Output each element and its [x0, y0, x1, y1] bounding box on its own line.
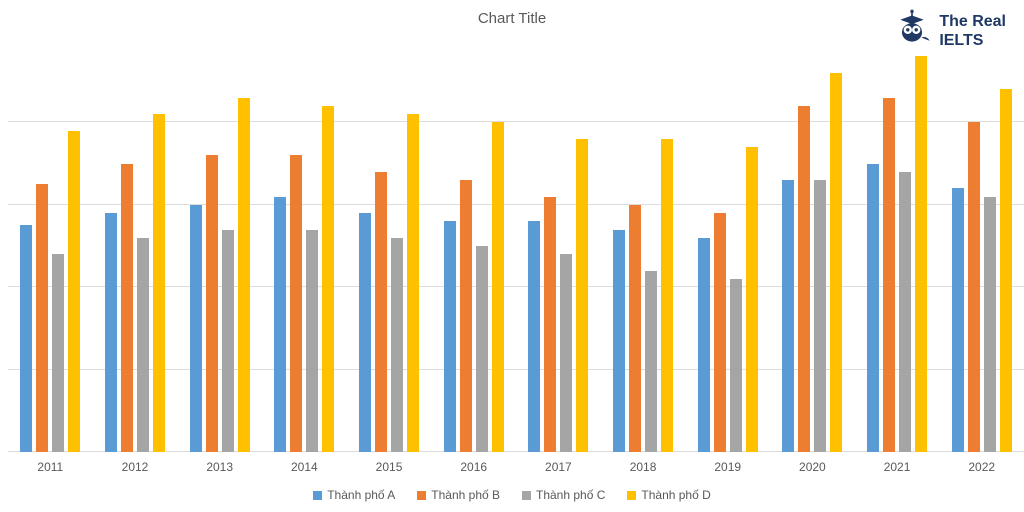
- logo-line1: The Real: [939, 13, 1006, 31]
- chart-container: Chart Title The Real IELTS: [0, 0, 1024, 512]
- bar: [730, 279, 742, 452]
- legend-item: Thành phố D: [627, 488, 710, 502]
- bar: [222, 230, 234, 452]
- bar: [105, 213, 117, 452]
- bar: [544, 197, 556, 452]
- bar: [883, 98, 895, 452]
- x-axis-label: 2012: [93, 460, 178, 474]
- x-axis-label: 2015: [347, 460, 432, 474]
- x-axis-label: 2016: [431, 460, 516, 474]
- bar: [238, 98, 250, 452]
- bar: [274, 197, 286, 452]
- bar: [867, 164, 879, 452]
- bar: [714, 213, 726, 452]
- legend-label: Thành phố C: [536, 488, 605, 502]
- bar: [391, 238, 403, 452]
- bar: [746, 147, 758, 452]
- x-axis-label: 2011: [8, 460, 93, 474]
- legend-label: Thành phố A: [327, 488, 395, 502]
- legend-label: Thành phố B: [431, 488, 500, 502]
- bar: [1000, 89, 1012, 452]
- bar: [444, 221, 456, 452]
- bar-group: [855, 40, 940, 452]
- chart-title: Chart Title: [0, 10, 1024, 27]
- bar-group: [685, 40, 770, 452]
- bar: [830, 73, 842, 452]
- bar-group: [262, 40, 347, 452]
- x-axis-label: 2013: [177, 460, 262, 474]
- legend: Thành phố A Thành phố B Thành phố C Thành p…: [0, 488, 1024, 502]
- bar: [798, 106, 810, 452]
- legend-swatch: [417, 491, 426, 500]
- bar-group: [939, 40, 1024, 452]
- bar-group: [770, 40, 855, 452]
- bar: [576, 139, 588, 452]
- bars-wrap: [8, 40, 1024, 452]
- bar: [137, 238, 149, 452]
- x-axis-label: 2017: [516, 460, 601, 474]
- x-axis-label: 2014: [262, 460, 347, 474]
- bar: [476, 246, 488, 452]
- plot-area: [8, 40, 1024, 452]
- bar: [290, 155, 302, 452]
- x-axis-labels: 2011201220132014201520162017201820192020…: [8, 460, 1024, 474]
- bar: [407, 114, 419, 452]
- x-axis-label: 2021: [855, 460, 940, 474]
- bar: [36, 184, 48, 452]
- bar: [528, 221, 540, 452]
- bar: [698, 238, 710, 452]
- legend-item: Thành phố A: [313, 488, 395, 502]
- bar: [359, 213, 371, 452]
- bar-group: [431, 40, 516, 452]
- bar: [952, 188, 964, 452]
- bar: [52, 254, 64, 452]
- x-axis-label: 2022: [939, 460, 1024, 474]
- bar: [375, 172, 387, 452]
- bar: [460, 180, 472, 452]
- bar: [492, 122, 504, 452]
- bar-group: [516, 40, 601, 452]
- bar: [306, 230, 318, 452]
- bar: [645, 271, 657, 452]
- bar: [68, 131, 80, 452]
- bar-group: [8, 40, 93, 452]
- bar: [190, 205, 202, 452]
- bar-group: [347, 40, 432, 452]
- bar: [661, 139, 673, 452]
- bar: [899, 172, 911, 452]
- legend-swatch: [522, 491, 531, 500]
- legend-swatch: [313, 491, 322, 500]
- bar: [984, 197, 996, 452]
- bar: [206, 155, 218, 452]
- bar: [782, 180, 794, 452]
- legend-item: Thành phố B: [417, 488, 500, 502]
- x-axis-label: 2018: [601, 460, 686, 474]
- bar: [613, 230, 625, 452]
- bar: [968, 122, 980, 452]
- legend-swatch: [627, 491, 636, 500]
- bar-group: [93, 40, 178, 452]
- bar: [322, 106, 334, 452]
- bar-group: [601, 40, 686, 452]
- bar: [20, 225, 32, 452]
- bar: [814, 180, 826, 452]
- bar: [560, 254, 572, 452]
- bar: [153, 114, 165, 452]
- bar: [915, 56, 927, 452]
- bar: [629, 205, 641, 452]
- x-axis-label: 2020: [770, 460, 855, 474]
- legend-label: Thành phố D: [641, 488, 710, 502]
- legend-item: Thành phố C: [522, 488, 605, 502]
- bar: [121, 164, 133, 452]
- x-axis-label: 2019: [685, 460, 770, 474]
- bar-group: [177, 40, 262, 452]
